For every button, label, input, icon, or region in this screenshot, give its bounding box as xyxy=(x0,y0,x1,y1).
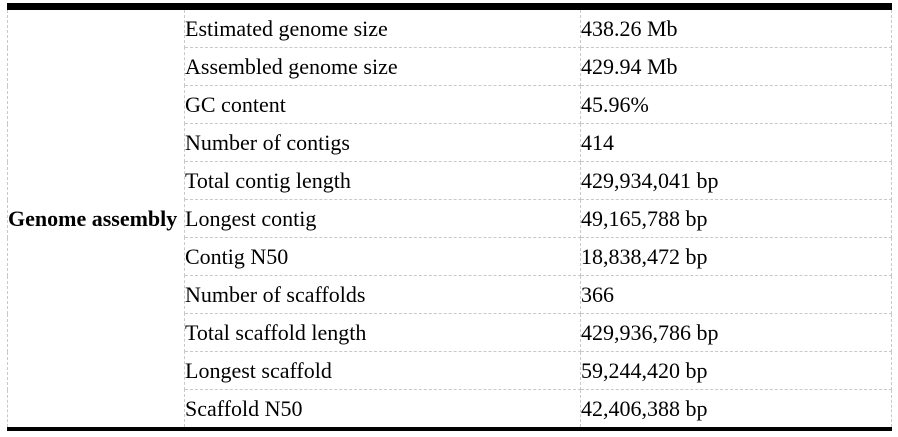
table-row: Genome assembly Estimated genome size 43… xyxy=(7,6,892,430)
table-row: Number of scaffolds 366 xyxy=(8,275,892,314)
metric-value: 366 xyxy=(580,275,892,314)
table-row: Assembled genome size 429.94 Mb xyxy=(8,47,892,86)
metric-label: Scaffold N50 xyxy=(184,389,581,430)
metric-value: 429,936,786 bp xyxy=(580,313,892,352)
metric-value: 42,406,388 bp xyxy=(580,389,892,430)
table-row: Contig N50 18,838,472 bp xyxy=(8,237,892,276)
metric-label: Number of scaffolds xyxy=(184,275,581,314)
table-row: Longest contig 49,165,788 bp xyxy=(8,199,892,238)
metric-value: 438.26 Mb xyxy=(580,6,892,48)
metric-value: 414 xyxy=(580,123,892,162)
metric-value: 49,165,788 bp xyxy=(580,199,892,238)
metric-label: GC content xyxy=(184,85,581,124)
metric-label: Estimated genome size xyxy=(184,6,581,48)
table-row: Scaffold N50 42,406,388 bp xyxy=(8,389,892,430)
metric-label: Assembled genome size xyxy=(184,47,581,86)
metric-value: 59,244,420 bp xyxy=(580,351,892,390)
metric-label: Longest scaffold xyxy=(184,351,581,390)
row-group-label: Genome assembly xyxy=(7,6,185,430)
metric-label: Total contig length xyxy=(184,161,581,200)
genome-assembly-table: Genome assembly Estimated genome size 43… xyxy=(7,3,892,431)
table-row: Longest scaffold 59,244,420 bp xyxy=(8,351,892,390)
metric-value: 18,838,472 bp xyxy=(580,237,892,276)
metric-label: Total scaffold length xyxy=(184,313,581,352)
metric-label: Number of contigs xyxy=(184,123,581,162)
table-row: Total scaffold length 429,936,786 bp xyxy=(8,313,892,352)
metric-label: Contig N50 xyxy=(184,237,581,276)
metric-value: 429,934,041 bp xyxy=(580,161,892,200)
metric-value: 429.94 Mb xyxy=(580,47,892,86)
metric-label: Longest contig xyxy=(184,199,581,238)
metric-value: 45.96% xyxy=(580,85,892,124)
